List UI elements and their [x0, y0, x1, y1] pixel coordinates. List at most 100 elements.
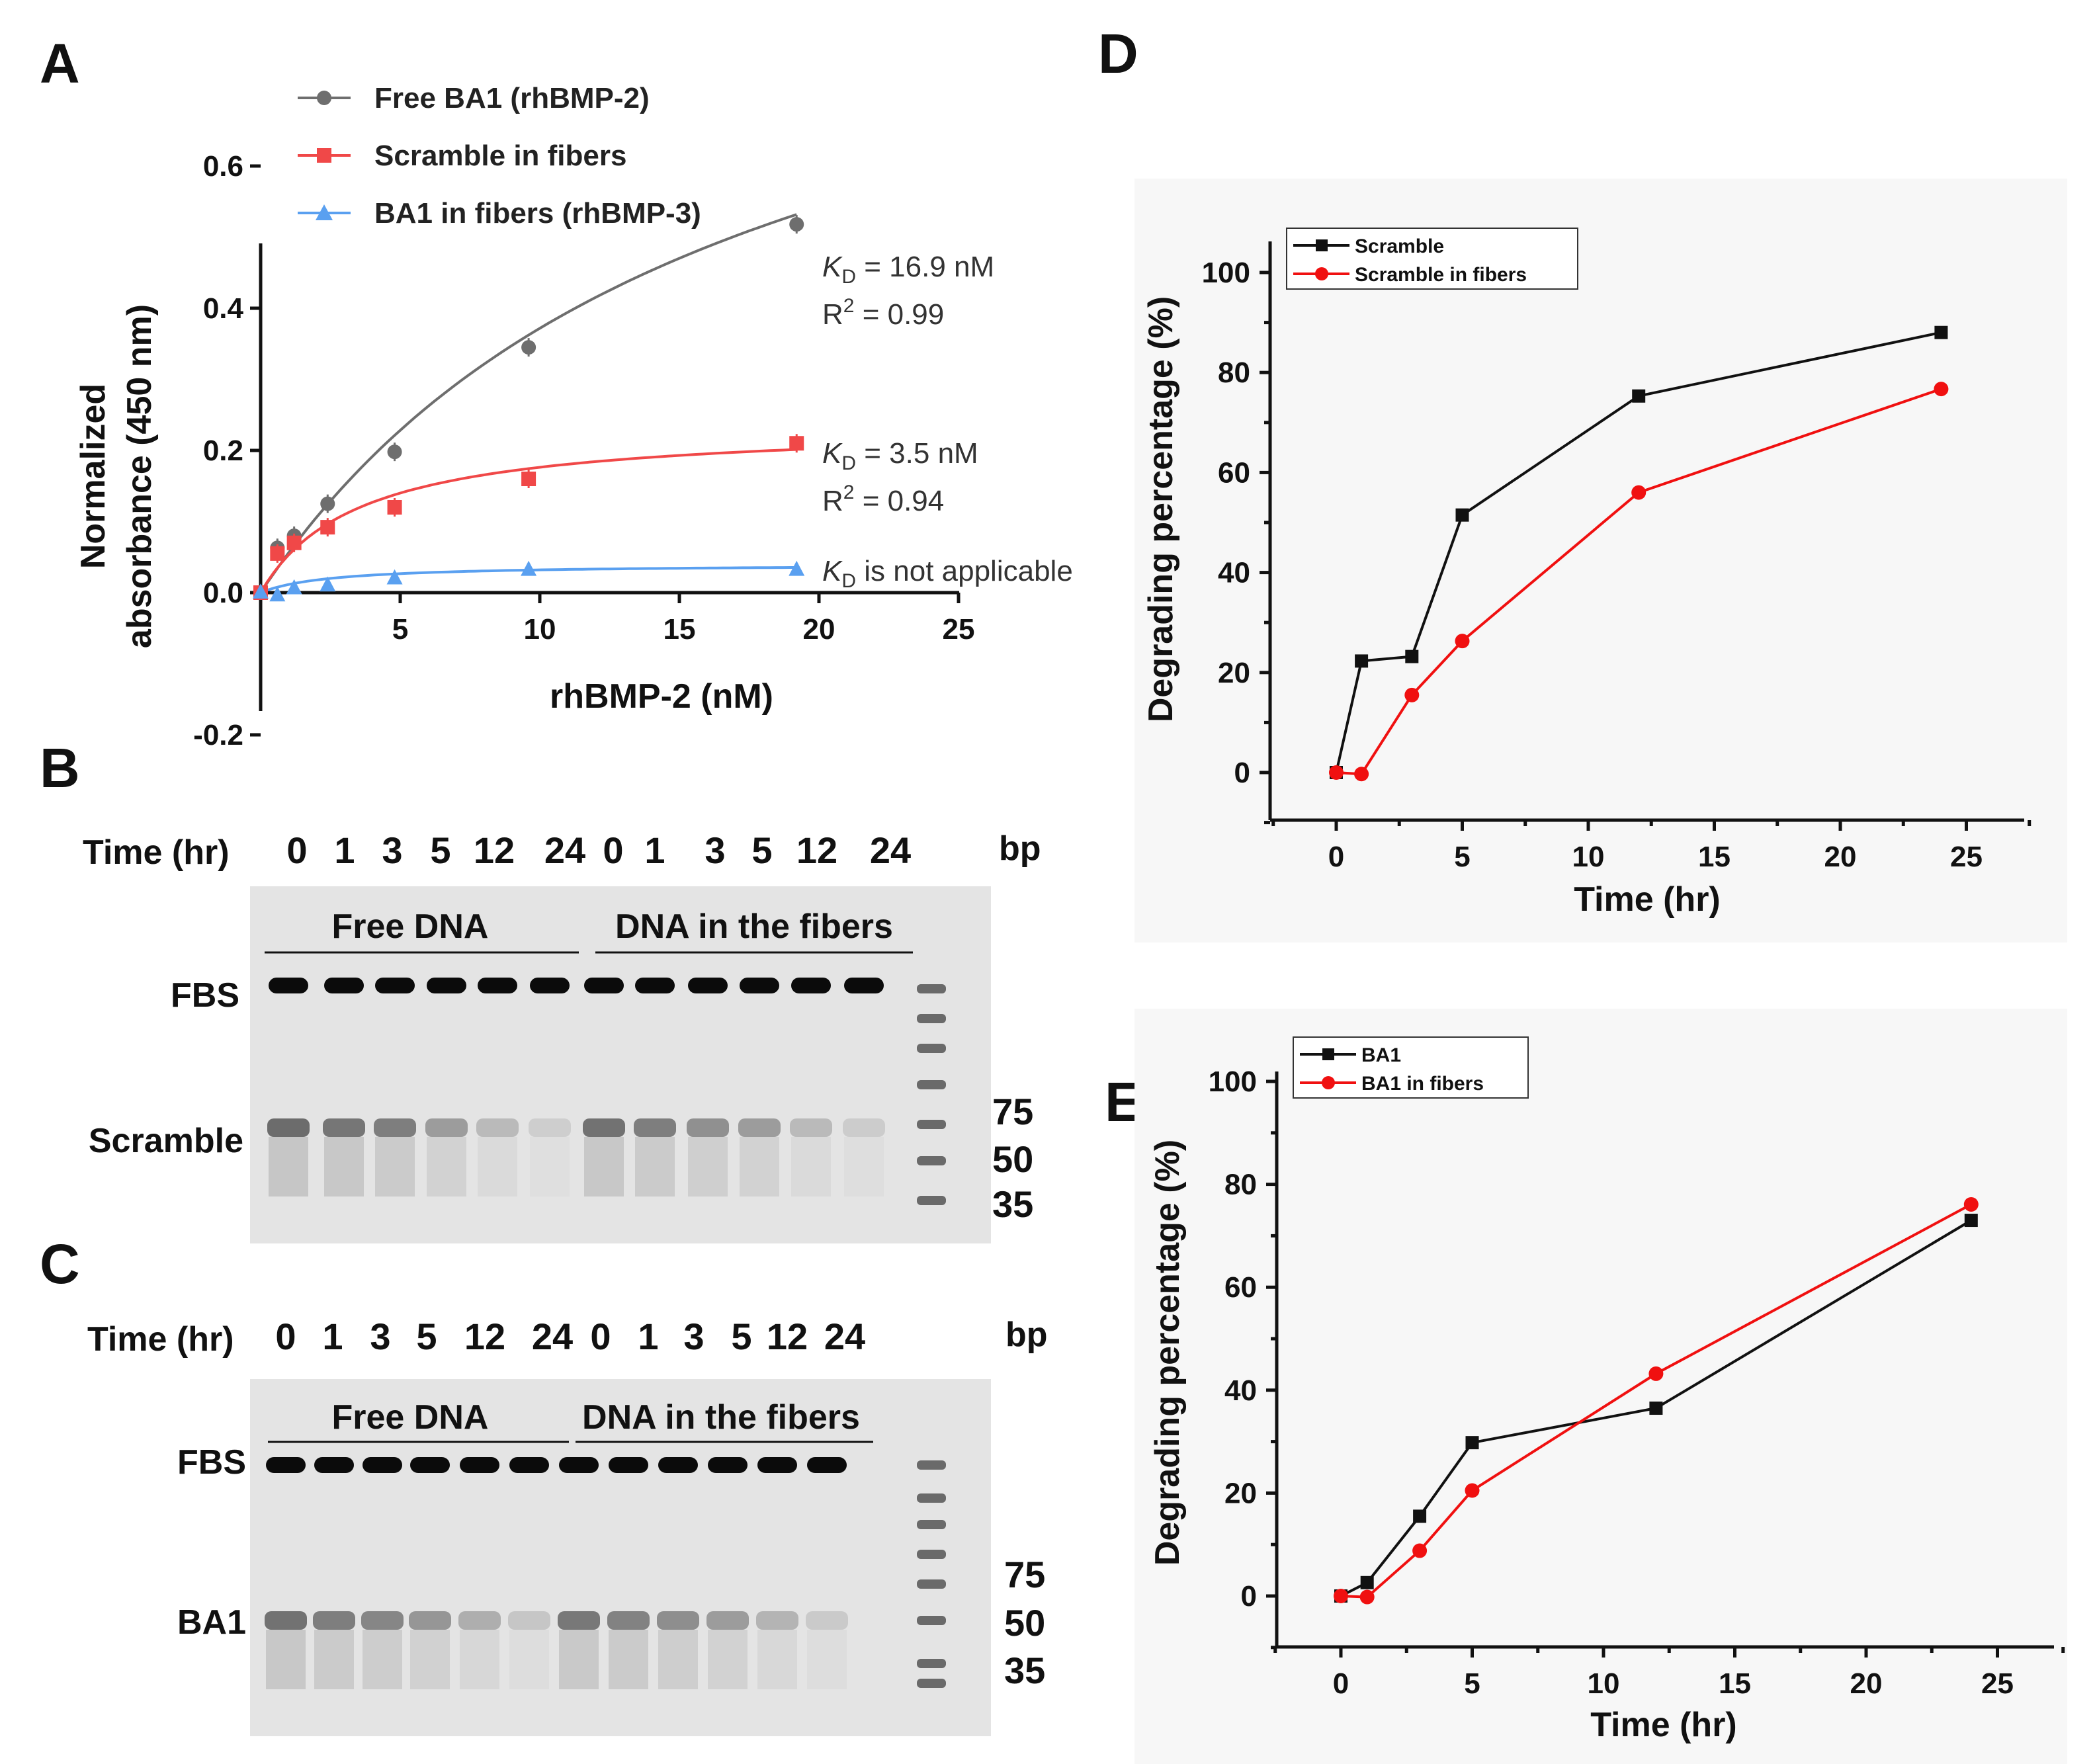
fit-curve-a-1 [259, 448, 797, 594]
sample-band [323, 1118, 365, 1137]
gel-b: Time (hr) bp 0 1 3 5 12 24 0 1 3 5 12 24 Free DNA D… [83, 829, 1041, 1243]
gel-lane-label: 5 [416, 1316, 437, 1357]
gel-c-row-band: BA1 [177, 1603, 246, 1642]
series-point-d-0 [1632, 389, 1646, 403]
band-smear [844, 1137, 884, 1197]
sample-band [265, 1611, 307, 1630]
x-tick-label-d: 15 [1698, 841, 1731, 873]
series-point-d-0 [1934, 325, 1948, 339]
fbs-band [509, 1457, 549, 1473]
fbs-band [427, 978, 466, 993]
gel-lane-label: 12 [796, 829, 837, 871]
gel-lane-label: 1 [638, 1316, 658, 1357]
data-point-a-1 [320, 520, 335, 535]
series-point-d-0 [1455, 508, 1469, 522]
sample-band [806, 1611, 848, 1630]
sample-band [756, 1611, 798, 1630]
gel-b-row-fbs: FBS [171, 976, 239, 1015]
fbs-band [791, 978, 831, 993]
series-point-e-0 [1465, 1436, 1479, 1450]
y-ticks-d: 0 20 40 60 80 100 [1202, 257, 1270, 825]
ladder-band [917, 1616, 946, 1625]
gel-lane-label: 1 [644, 829, 665, 871]
legend-e-marker-0 [1322, 1048, 1334, 1060]
sample-band [687, 1118, 729, 1137]
x-tick-label-d: 20 [1824, 841, 1857, 873]
legend-e-label-1: BA1 in fibers [1361, 1073, 1484, 1095]
degradation-chart-d: 0 20 40 60 80 100 0 5 10 15 20 25 Time (hr) Degrad… [1134, 179, 2067, 943]
kd-value-free: = 16.9 nM [856, 251, 994, 283]
fbs-band [740, 978, 779, 993]
x-tick-label-e: 20 [1850, 1667, 1883, 1700]
series-point-d-0 [1405, 650, 1419, 663]
y-tick-label-d: 40 [1218, 557, 1250, 589]
band-smear [807, 1630, 847, 1689]
y-ticks-e: 0 20 40 60 80 100 [1209, 1066, 1277, 1650]
kd-k-fibers: K [822, 437, 843, 470]
x-ticks-e: 0 5 10 15 20 25 [1273, 1647, 2065, 1700]
band-smear [584, 1137, 624, 1197]
gel-b-lane-labels: 0 1 3 5 12 24 0 1 3 5 12 24 [286, 829, 911, 871]
annotation-free-kd: KD = 16.9 nM R2 = 0.99 [822, 251, 994, 331]
y-tick-label-d: 80 [1218, 357, 1250, 389]
legend-a: Free BA1 (rhBMP-2) Scramble in fibers BA… [298, 82, 701, 230]
x-tick-label-a: 15 [663, 613, 696, 646]
size-marker-label: 50 [1004, 1602, 1045, 1644]
data-point-a-0 [320, 496, 335, 511]
band-smear [757, 1630, 797, 1689]
r2-sq-fibers: 2 [843, 482, 855, 503]
y-tick-label-a: 0.0 [203, 577, 243, 609]
legend-d-label-1: Scramble in fibers [1355, 264, 1527, 286]
x-axis-label-a: rhBMP-2 (nM) [550, 677, 773, 716]
sample-band [657, 1611, 699, 1630]
gel-b-group-free: Free DNA [332, 907, 489, 946]
size-marker-label: 35 [1004, 1650, 1045, 1691]
kd-value-fibers: = 3.5 nM [856, 437, 978, 470]
panel-e-background [1134, 1009, 2067, 1764]
band-smear [478, 1137, 517, 1197]
legend-e-marker-1 [1322, 1076, 1335, 1089]
gel-lane-label: 12 [464, 1316, 505, 1357]
gel-lane-label: 5 [731, 1316, 751, 1357]
band-smear [269, 1137, 308, 1197]
series-point-e-0 [1649, 1402, 1663, 1415]
kd-k-free: K [822, 251, 843, 283]
band-smear [688, 1137, 728, 1197]
data-point-a-1 [521, 472, 536, 486]
series-point-e-0 [1360, 1575, 1374, 1589]
data-point-a-2 [286, 579, 302, 595]
ladder-band [917, 1579, 946, 1589]
fbs-band [635, 978, 675, 993]
sample-band [706, 1611, 749, 1630]
svg-text:KD = 3.5 nM: KD = 3.5 nM [822, 437, 978, 474]
gel-lane-label: 0 [275, 1316, 296, 1357]
size-marker-label: 35 [992, 1183, 1033, 1225]
band-smear [791, 1137, 831, 1197]
sample-band [374, 1118, 416, 1137]
data-point-a-0 [789, 217, 804, 232]
y-tick-label-e: 80 [1224, 1169, 1257, 1201]
fbs-band [530, 978, 570, 993]
y-tick-label-a: 0.6 [203, 150, 243, 183]
kd-k-bmp3: K [822, 555, 843, 587]
gel-b-bp-label: bp [999, 829, 1041, 868]
sample-band [843, 1118, 885, 1137]
band-smear [363, 1630, 402, 1689]
y-tick-label-d: 0 [1234, 757, 1250, 789]
fbs-band [559, 1457, 599, 1473]
gel-lane-label: 3 [382, 829, 402, 871]
sample-band [790, 1118, 832, 1137]
y-axis-label-a-line1: Normalized [74, 384, 112, 569]
legend-label-fibers-bmp2: Scramble in fibers [374, 140, 626, 172]
data-points-a [253, 215, 805, 602]
gel-c-time-label: Time (hr) [87, 1320, 234, 1359]
ladder-band [917, 1014, 946, 1023]
data-point-a-1 [286, 535, 302, 550]
ladder-band [917, 1460, 946, 1470]
gel-lane-label: 24 [870, 829, 911, 871]
series-point-d-1 [1631, 485, 1646, 500]
series-point-d-1 [1934, 382, 1949, 397]
gel-b-bands [267, 978, 946, 1205]
legend-e: BA1 BA1 in fibers [1293, 1036, 1529, 1099]
data-point-a-2 [269, 586, 286, 602]
